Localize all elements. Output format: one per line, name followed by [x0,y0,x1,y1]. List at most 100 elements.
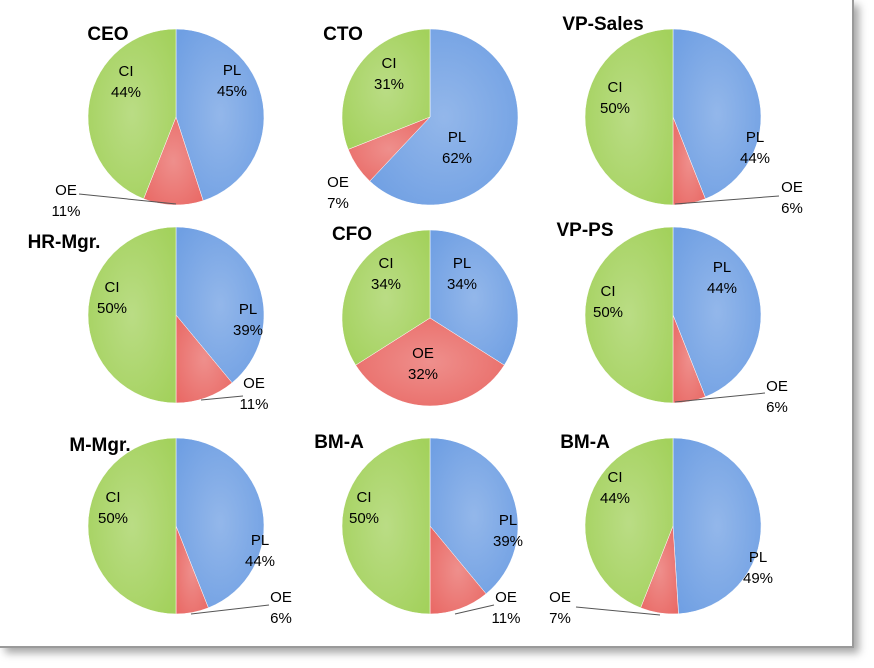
slice-percent-oe: 6% [781,200,803,217]
pie-slice-ci [87,226,177,404]
slice-percent-oe: 6% [766,399,788,416]
slice-percent-ci: 50% [600,100,630,117]
slice-percent-oe: 7% [327,195,349,212]
pie-chart-7: M-Mgr. PL 44% OE 6% CI 50% [69,435,291,627]
slice-label-oe: OE [270,589,292,606]
slice-percent-ci: 50% [97,300,127,317]
slice-label-ci: CI [119,63,134,80]
slice-label-oe: OE [766,378,788,395]
slice-label-ci: CI [608,79,623,96]
slice-label-ci: CI [608,469,623,486]
pie-slice-ci [341,229,431,366]
pie-chart-8: BM-A PL 39% OE 11% CI 50% [314,432,523,627]
slice-label-pl: PL [239,301,257,318]
slice-percent-pl: 44% [707,280,737,297]
slice-percent-ci: 31% [374,76,404,93]
pie-title: CEO [87,24,128,45]
slice-percent-ci: 44% [600,490,630,507]
pie-slice-ci [584,28,674,206]
slice-label-oe: OE [495,589,517,606]
leader-line [674,195,780,205]
pie-slice-pl [672,437,762,615]
slice-label-oe: OE [781,179,803,196]
leader-line [190,604,270,615]
slice-percent-pl: 45% [217,83,247,100]
slice-label-pl: PL [223,62,241,79]
leader-line [454,604,495,615]
slice-percent-ci: 44% [111,84,141,101]
slice-percent-oe: 32% [408,366,438,383]
slice-label-oe: OE [243,375,265,392]
slice-percent-pl: 39% [493,533,523,550]
leader-line [200,395,244,401]
pie-slice-pl [369,28,519,206]
pie-slice-pl [175,226,265,384]
pie-chart-5: CFO PL 34% OE 32% CI 34% [332,224,519,407]
pie-slice-pl [672,226,762,398]
pie-slice-ci [87,28,177,200]
pie-slice-pl [175,28,265,202]
slice-percent-oe: 7% [549,610,571,627]
slice-label-oe: OE [55,182,77,199]
slice-percent-oe: 11% [240,396,269,413]
pie-title: HR-Mgr. [28,232,101,253]
pie-slice-ci [341,437,431,615]
slice-percent-pl: 62% [442,150,472,167]
pie-title: M-Mgr. [69,435,130,456]
pie-title: VP-Sales [562,14,643,35]
slice-label-oe: OE [412,345,434,362]
slice-label-ci: CI [357,489,372,506]
slice-percent-pl: 49% [743,570,773,587]
pie-chart-3: VP-Sales PL 44% OE 6% CI 50% [562,14,803,217]
slice-label-ci: CI [106,489,121,506]
chart-frame: CEO PL 45% OE 11% CI 44% CTO PL 62% OE 7% CI 31% VP-Sa… [0,0,854,648]
slice-percent-pl: 39% [233,322,263,339]
pie-title: BM-A [314,432,364,453]
slice-percent-oe: 11% [52,203,81,220]
pie-title: VP-PS [556,220,613,241]
pie-slice-ci [341,28,431,150]
slice-label-ci: CI [379,255,394,272]
pie-slice-pl [429,229,519,366]
slice-label-pl: PL [746,129,764,146]
slice-label-pl: PL [448,129,466,146]
slice-label-ci: CI [382,55,397,72]
slice-percent-ci: 50% [593,304,623,321]
pie-slice-pl [175,437,265,609]
slice-label-pl: PL [749,549,767,566]
slice-percent-pl: 44% [245,553,275,570]
pie-title: CTO [323,24,363,45]
pie-chart-4: HR-Mgr. PL 39% OE 11% CI 50% [28,226,269,413]
pie-title: BM-A [560,432,610,453]
slice-percent-ci: 50% [98,510,128,527]
slice-label-pl: PL [251,532,269,549]
pie-slice-ci [584,226,674,404]
pie-chart-2: CTO PL 62% OE 7% CI 31% [323,24,519,212]
pie-slice-ci [584,437,674,609]
pie-title: CFO [332,224,372,245]
leader-line [575,606,661,616]
slice-label-ci: CI [601,283,616,300]
pie-chart-grid: CEO PL 45% OE 11% CI 44% CTO PL 62% OE 7% CI 31% VP-Sa… [28,14,803,627]
pie-chart-1: CEO PL 45% OE 11% CI 44% [52,24,265,220]
pie-chart-9: BM-A PL 49% OE 7% CI 44% [549,432,773,627]
leader-line [78,193,177,205]
slice-label-oe: OE [327,174,349,191]
pie-slice-pl [429,437,519,595]
pie-slice-oe [355,317,505,407]
slice-label-pl: PL [453,255,471,272]
slice-label-oe: OE [549,589,571,606]
pie-slice-pl [672,28,762,200]
slice-label-pl: PL [499,512,517,529]
slice-percent-ci: 34% [371,276,401,293]
pie-chart-6: VP-PS PL 44% OE 6% CI 50% [556,220,787,416]
slice-label-ci: CI [105,279,120,296]
slice-percent-pl: 44% [740,150,770,167]
slice-percent-oe: 6% [270,610,292,627]
pie-slice-ci [87,437,177,615]
slice-percent-pl: 34% [447,276,477,293]
slice-percent-ci: 50% [349,510,379,527]
slice-percent-oe: 11% [492,610,521,627]
slice-label-pl: PL [713,259,731,276]
leader-line [674,392,766,403]
